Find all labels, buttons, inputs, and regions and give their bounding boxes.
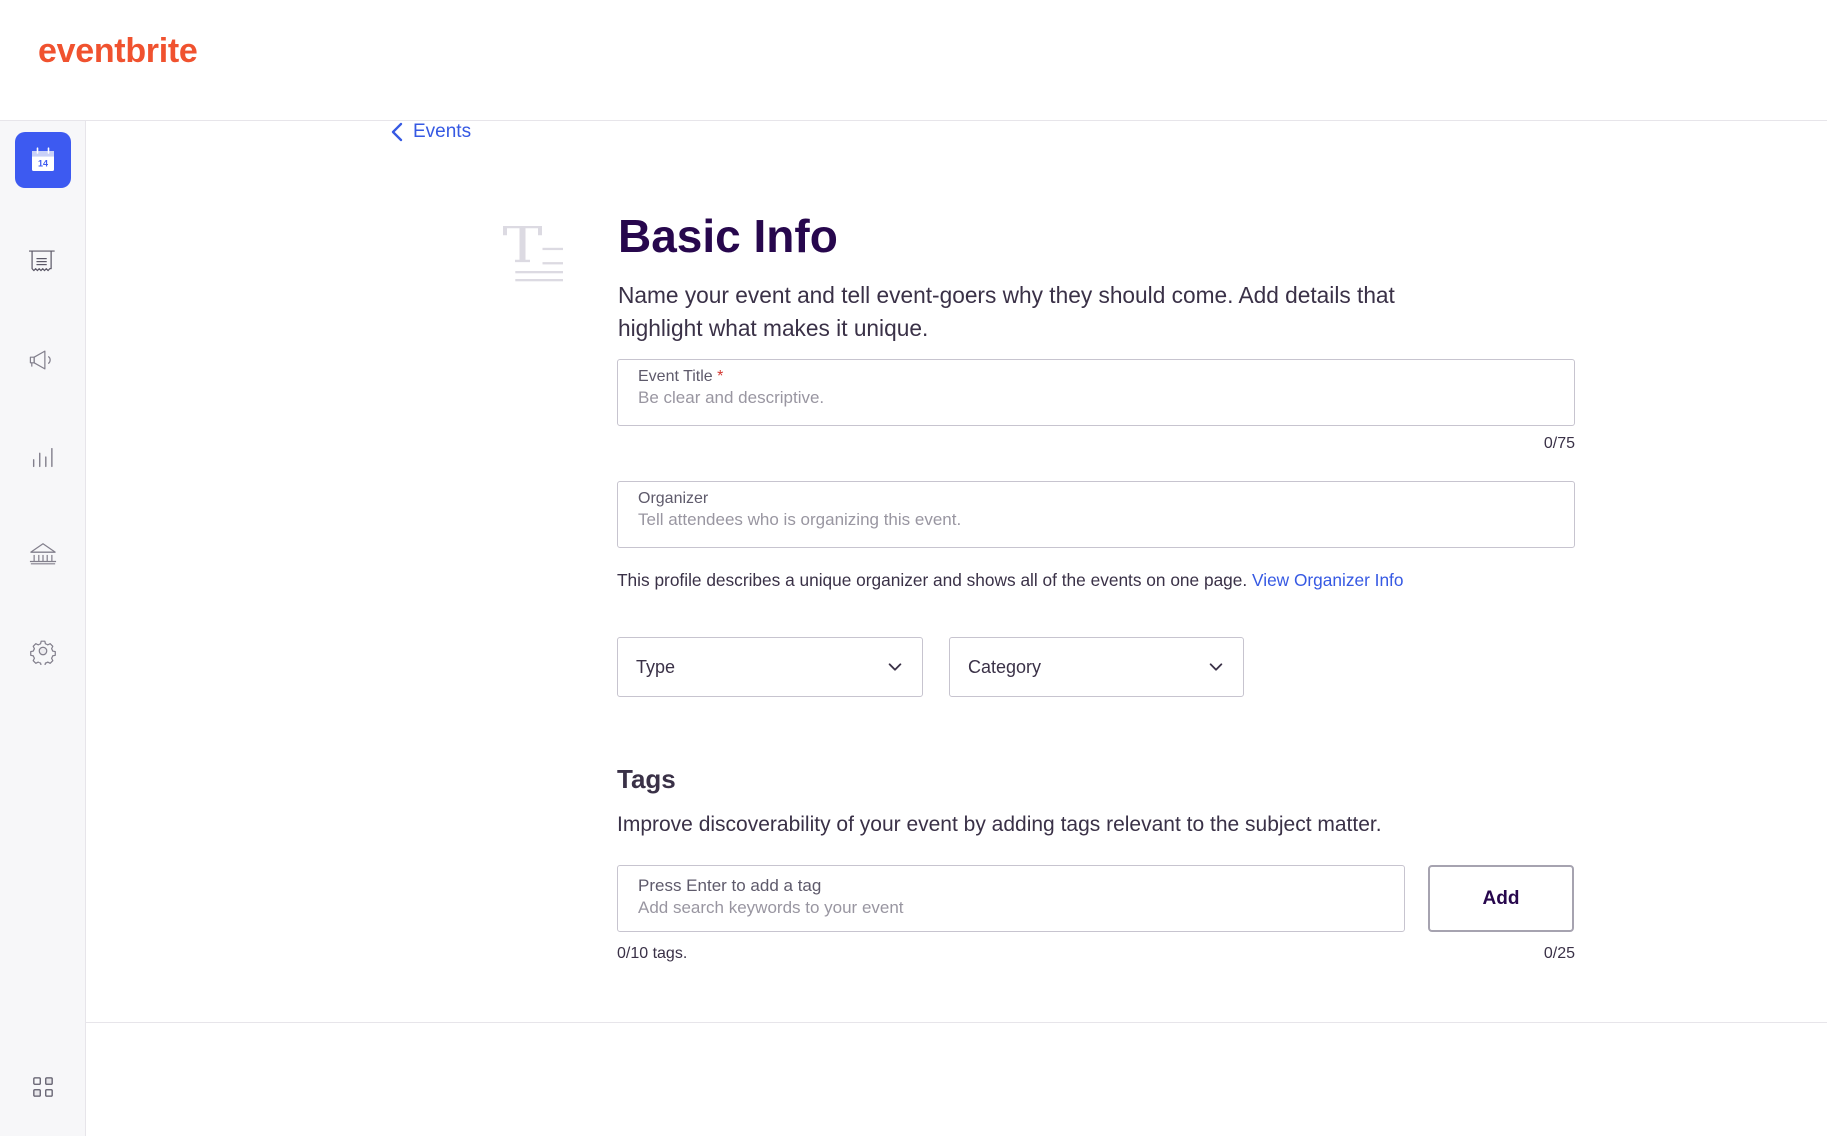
svg-text:14: 14	[38, 159, 48, 169]
